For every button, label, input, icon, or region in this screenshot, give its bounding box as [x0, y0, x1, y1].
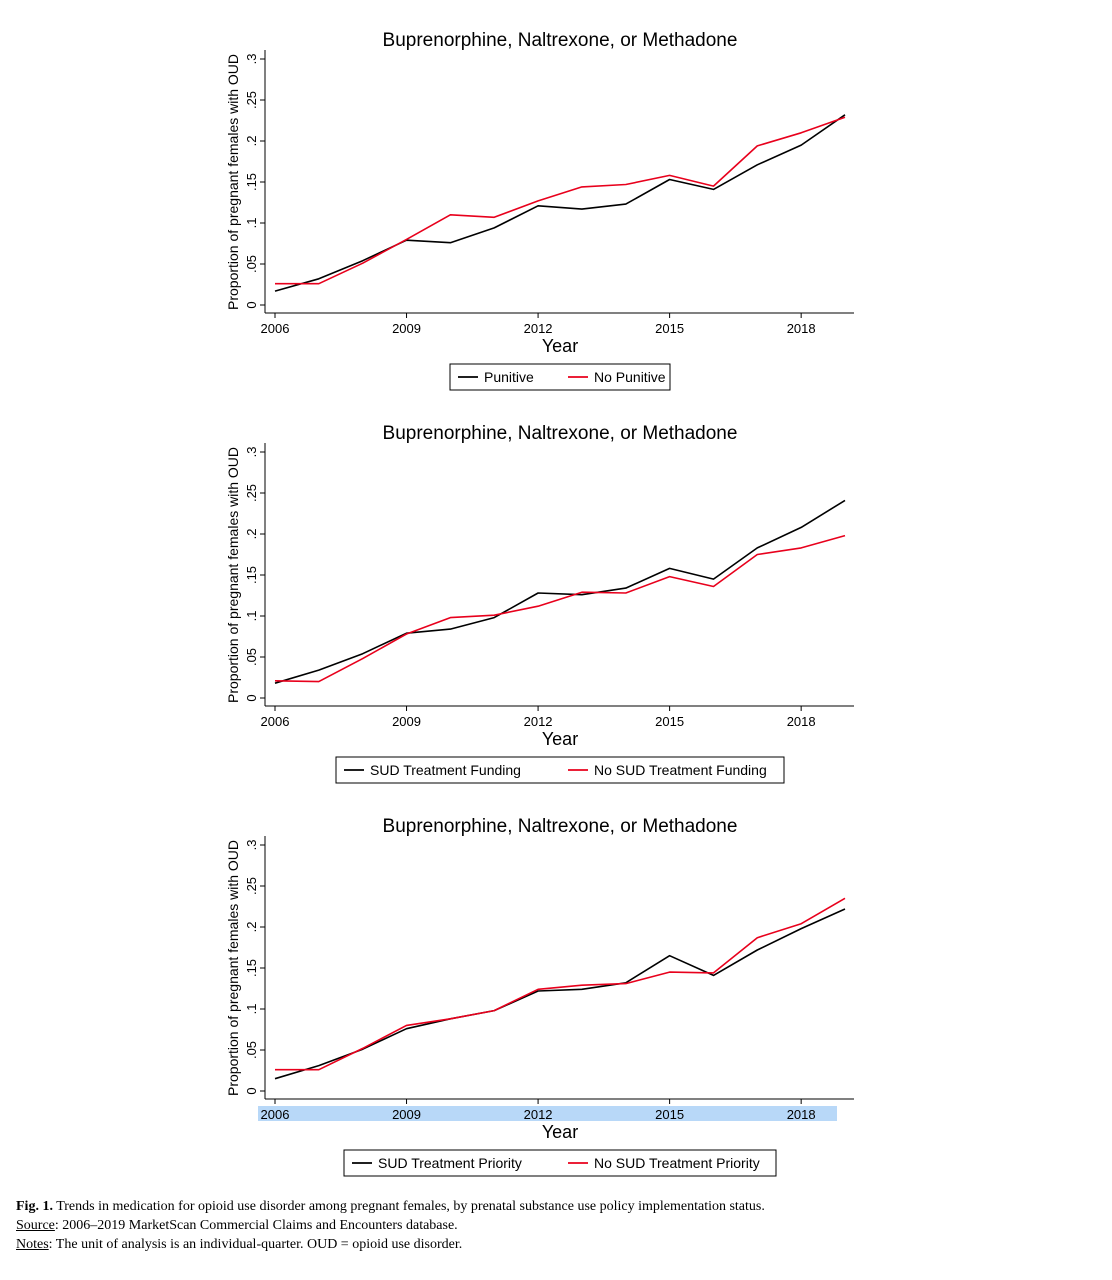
y-tick-label: .3 — [244, 840, 259, 851]
x-tick-label: 2018 — [787, 321, 816, 336]
y-tick-label: 0 — [244, 301, 259, 308]
figure-label: Fig. 1. — [16, 1199, 53, 1214]
legend-box — [343, 1149, 777, 1177]
y-tick-label: .05 — [244, 255, 259, 273]
x-tick-label: 2006 — [261, 714, 290, 729]
series-line-no-policy — [275, 116, 846, 285]
source-text: : 2006–2019 MarketScan Commercial Claims… — [54, 1218, 458, 1233]
x-tick-label: 2006 — [261, 1107, 290, 1122]
caption-line-source: Source: 2006–2019 MarketScan Commercial … — [16, 1216, 1096, 1235]
source-label: Source — [16, 1218, 55, 1233]
figure-caption-text: Trends in medication for opioid use diso… — [56, 1199, 765, 1214]
x-axis-label: Year — [542, 1122, 578, 1142]
legend-label: SUD Treatment Funding — [370, 762, 521, 778]
y-tick-label: .05 — [244, 1041, 259, 1059]
x-tick-label: 2012 — [524, 714, 553, 729]
y-tick-label: 0 — [244, 694, 259, 701]
y-tick-label: .3 — [244, 54, 259, 65]
chart-title: Buprenorphine, Naltrexone, or Methadone — [383, 816, 738, 837]
y-tick-label: .1 — [244, 218, 259, 229]
legend-box — [449, 363, 671, 391]
y-tick-label: .25 — [244, 91, 259, 109]
notes-label: Notes — [16, 1237, 49, 1252]
y-tick-label: .05 — [244, 648, 259, 666]
legend-box — [335, 756, 785, 784]
notes-text: : The unit of analysis is an individual-… — [48, 1237, 463, 1252]
y-tick-label: .1 — [244, 611, 259, 622]
y-axis-label: Proportion of pregnant females with OUD — [225, 54, 241, 310]
y-tick-label: .2 — [244, 136, 259, 147]
x-tick-label: 2009 — [392, 714, 421, 729]
x-tick-label: 2018 — [787, 714, 816, 729]
series-line-policy — [274, 908, 846, 1080]
legend: SUD Treatment Funding No SUD Treatment Fu… — [335, 756, 785, 784]
x-tick-label: 2012 — [524, 321, 553, 336]
x-tick-label: 2018 — [787, 1107, 816, 1122]
series-line-no-policy — [274, 534, 846, 683]
y-axis-label: Proportion of pregnant females with OUD — [225, 447, 241, 703]
x-axis-label: Year — [542, 336, 578, 356]
y-tick-label: .2 — [244, 529, 259, 540]
y-axis-label: Proportion of pregnant females with OUD — [225, 840, 241, 1096]
y-tick-label: .25 — [244, 877, 259, 895]
chart-sud-treatment-priority: Buprenorphine, Naltrexone, or Methadone 0… — [225, 816, 854, 1177]
legend-label: Punitive — [484, 369, 534, 385]
x-tick-label: 2015 — [655, 321, 684, 336]
x-axis-highlight — [258, 1106, 837, 1121]
y-tick-label: 0 — [244, 1087, 259, 1094]
y-tick-label: .3 — [244, 447, 259, 458]
legend-label: No SUD Treatment Funding — [594, 762, 767, 778]
chart-title: Buprenorphine, Naltrexone, or Methadone — [383, 30, 738, 51]
y-tick-label: .1 — [244, 1004, 259, 1015]
y-tick-label: .15 — [244, 173, 259, 191]
figure-caption: Fig. 1. Trends in medication for opioid … — [16, 1197, 1096, 1254]
legend-label: No Punitive — [594, 369, 666, 385]
x-tick-label: 2015 — [655, 714, 684, 729]
y-tick-label: .25 — [244, 484, 259, 502]
series-line-policy — [274, 499, 846, 684]
series-line-no-policy — [275, 897, 846, 1071]
series-line-policy — [274, 114, 846, 292]
x-axis-label: Year — [542, 729, 578, 749]
x-tick-label: 2006 — [261, 321, 290, 336]
chart-punitive: Buprenorphine, Naltrexone, or Methadone 0… — [225, 30, 854, 391]
x-tick-label: 2009 — [392, 321, 421, 336]
legend-label: SUD Treatment Priority — [378, 1155, 522, 1171]
y-tick-label: .15 — [244, 566, 259, 584]
caption-line-figure: Fig. 1. Trends in medication for opioid … — [16, 1197, 1096, 1216]
legend-label: No SUD Treatment Priority — [594, 1155, 760, 1171]
y-tick-label: .15 — [244, 959, 259, 977]
x-tick-label: 2012 — [524, 1107, 553, 1122]
x-tick-label: 2015 — [655, 1107, 684, 1122]
x-tick-label: 2009 — [392, 1107, 421, 1122]
caption-line-notes: Notes: The unit of analysis is an indivi… — [16, 1235, 1096, 1254]
legend: Punitive No Punitive — [449, 363, 671, 391]
legend: SUD Treatment Priority No SUD Treatment P… — [343, 1149, 777, 1177]
chart-title: Buprenorphine, Naltrexone, or Methadone — [383, 423, 738, 444]
y-tick-label: .2 — [244, 922, 259, 933]
chart-sud-treatment-funding: Buprenorphine, Naltrexone, or Methadone 0… — [225, 423, 854, 784]
